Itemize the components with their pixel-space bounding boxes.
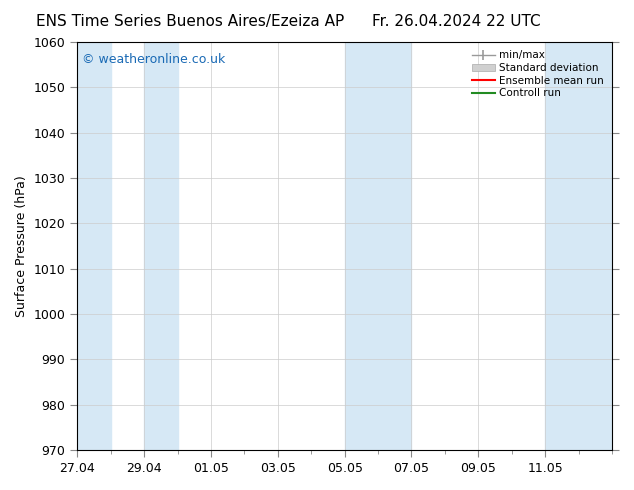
Text: ENS Time Series Buenos Aires/Ezeiza AP: ENS Time Series Buenos Aires/Ezeiza AP: [36, 14, 344, 29]
Bar: [345, 42, 411, 450]
Text: © weatheronline.co.uk: © weatheronline.co.uk: [82, 53, 226, 66]
Text: Fr. 26.04.2024 22 UTC: Fr. 26.04.2024 22 UTC: [372, 14, 541, 29]
Bar: [77, 42, 111, 450]
Y-axis label: Surface Pressure (hPa): Surface Pressure (hPa): [15, 175, 28, 317]
Bar: [545, 42, 612, 450]
Legend: min/max, Standard deviation, Ensemble mean run, Controll run: min/max, Standard deviation, Ensemble me…: [469, 47, 607, 101]
Bar: [144, 42, 178, 450]
